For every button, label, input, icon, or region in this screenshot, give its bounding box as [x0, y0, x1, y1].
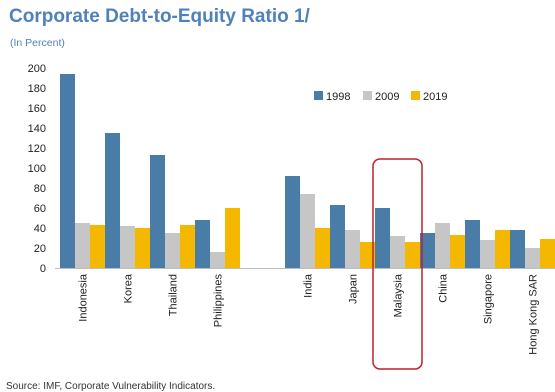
bar-2009-malaysia [390, 236, 405, 268]
x-axis-labels: Indonesia Korea Thailand Philippines India Ja… [78, 273, 540, 355]
bar-1998-thailand [150, 155, 165, 268]
bar-2019-india [315, 228, 330, 268]
y-tick-label: 0 [40, 263, 46, 275]
chart-subtitle: (In Percent) [10, 37, 65, 49]
y-tick-label: 80 [34, 183, 46, 195]
chart-title: Corporate Debt-to-Equity Ratio 1/ [9, 6, 310, 27]
y-tick-label: 20 [34, 243, 46, 255]
bar-2009-philippines [210, 252, 225, 268]
bar-2019-thailand [180, 225, 195, 268]
category-label: Philippines [213, 274, 225, 328]
bar-2019-indonesia [90, 225, 105, 268]
bar-1998-indonesia [60, 74, 75, 268]
bar-1998-singapore [465, 220, 480, 268]
bar-1998-philippines [195, 220, 210, 268]
bar-1998-india [285, 176, 300, 268]
bar-1998-hong-kong-sar [510, 230, 525, 268]
bar-2009-india [300, 194, 315, 268]
y-tick-label: 60 [34, 203, 46, 215]
bar-2019-korea [135, 228, 150, 268]
y-tick-label: 120 [28, 143, 46, 155]
bar-1998-malaysia [375, 208, 390, 268]
y-tick-label: 40 [34, 223, 46, 235]
legend-label-2009: 2009 [375, 91, 399, 103]
category-label: China [438, 273, 450, 303]
legend-swatch-1998 [314, 91, 323, 100]
legend-label-2019: 2019 [423, 91, 447, 103]
category-label: Malaysia [393, 273, 405, 317]
source-note: Source: IMF, Corporate Vulnerability Ind… [6, 381, 216, 392]
bar-2019-singapore [495, 230, 510, 268]
bar-1998-china [420, 233, 435, 268]
highlight-outline [372, 158, 423, 370]
bar-2009-thailand [165, 233, 180, 268]
bar-1998-korea [105, 133, 120, 268]
bar-2019-china [450, 235, 465, 268]
bar-2019-malaysia [405, 242, 420, 268]
bar-2009-china [435, 223, 450, 268]
bar-2009-korea [120, 226, 135, 268]
legend: 1998 2009 2019 [314, 91, 447, 103]
legend-label-1998: 1998 [326, 91, 350, 103]
bar-2009-singapore [480, 240, 495, 268]
bar-2019-philippines [225, 208, 240, 268]
bars [60, 74, 555, 268]
bar-2019-japan [360, 242, 375, 268]
category-label: Korea [123, 273, 135, 303]
legend-swatch-2019 [411, 91, 420, 100]
category-label: Japan [348, 274, 360, 304]
category-label: Singapore [483, 274, 495, 324]
category-label: Hong Kong SAR [528, 274, 540, 355]
y-tick-label: 160 [28, 103, 46, 115]
y-tick-label: 100 [28, 163, 46, 175]
category-label: India [303, 273, 315, 298]
bar-1998-japan [330, 205, 345, 268]
bar-2009-japan [345, 230, 360, 268]
highlight-box [372, 158, 423, 370]
y-axis: 0 20 40 60 80 100 120 140 160 180 200 [28, 63, 555, 275]
category-label: Indonesia [78, 273, 90, 322]
y-tick-label: 180 [28, 83, 46, 95]
bar-2019-hong-kong-sar [540, 239, 555, 268]
legend-swatch-2009 [363, 91, 372, 100]
y-tick-label: 200 [28, 63, 46, 75]
bar-2009-indonesia [75, 223, 90, 268]
bar-2009-hong-kong-sar [525, 248, 540, 268]
category-label: Thailand [168, 274, 180, 316]
y-tick-label: 140 [28, 123, 46, 135]
